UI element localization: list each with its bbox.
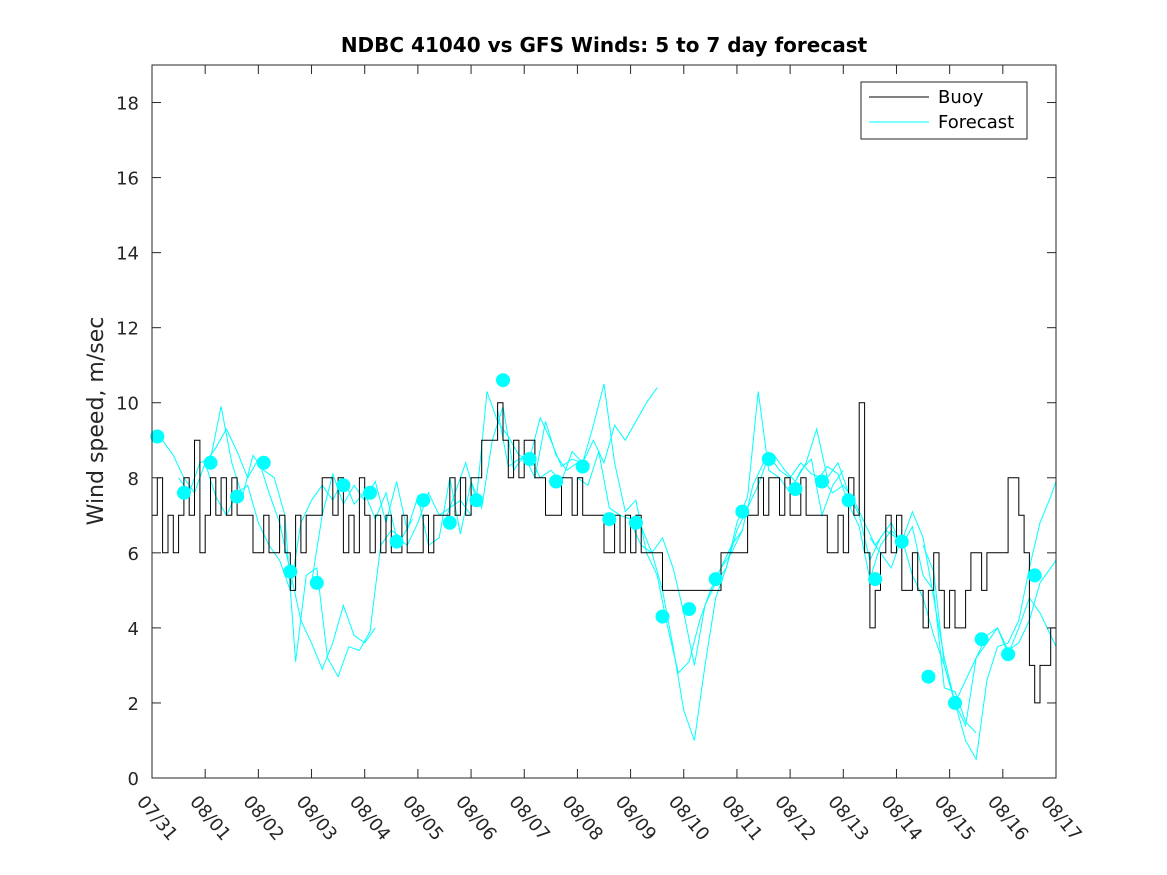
- forecast-marker: [1001, 647, 1016, 662]
- forecast-marker: [868, 572, 883, 587]
- forecast-marker: [761, 452, 776, 466]
- forecast-marker: [682, 602, 697, 617]
- y-tick-label: 14: [116, 244, 139, 265]
- y-tick-label: 0: [128, 769, 139, 790]
- legend-forecast-label: Forecast: [938, 112, 1014, 133]
- forecast-marker: [283, 564, 298, 579]
- legend-buoy-label: Buoy: [938, 87, 984, 108]
- forecast-marker: [336, 478, 351, 493]
- y-tick-label: 16: [116, 169, 139, 190]
- forecast-line: [497, 383, 743, 674]
- forecast-marker: [841, 493, 856, 508]
- forecast-marker: [442, 515, 457, 530]
- forecast-marker: [815, 474, 829, 489]
- forecast-marker: [974, 632, 989, 647]
- forecast-line: [816, 465, 1057, 761]
- forecast-marker: [1027, 568, 1042, 583]
- forecast-line: [922, 545, 1057, 728]
- forecast-marker: [894, 534, 909, 549]
- axes-box: [151, 64, 1057, 779]
- legend: Buoy Forecast: [860, 81, 1028, 140]
- forecast-marker: [522, 452, 537, 466]
- buoy-line: [152, 402, 1056, 704]
- forecast-marker: [203, 455, 218, 470]
- forecast-line: [178, 406, 414, 678]
- y-axis: 0 2 4 6 8 10 12 14 16 18: [116, 94, 1056, 790]
- forecast-marker: [655, 609, 670, 624]
- buoy-line-group: [152, 402, 1056, 704]
- forecast-marker: [256, 455, 271, 470]
- y-tick-label: 2: [128, 694, 139, 715]
- forecast-marker: [309, 575, 324, 590]
- forecast-marker: [416, 493, 431, 508]
- forecast-markers: [150, 373, 1042, 710]
- forecast-marker: [708, 572, 723, 587]
- forecast-marker: [230, 489, 245, 504]
- y-tick-label: 8: [128, 469, 139, 490]
- y-tick-label: 12: [116, 319, 139, 340]
- y-tick-label: 4: [128, 619, 139, 640]
- forecast-marker: [788, 482, 803, 496]
- forecast-line: [577, 391, 844, 741]
- forecast-marker: [735, 504, 750, 519]
- forecast-marker: [150, 429, 165, 444]
- forecast-marker: [469, 493, 484, 508]
- forecast-marker: [176, 485, 191, 500]
- forecast-marker: [628, 515, 643, 530]
- legend-box: [860, 81, 1028, 140]
- forecast-marker: [602, 512, 617, 527]
- y-tick-label: 10: [116, 394, 139, 415]
- forecast-marker: [575, 459, 590, 474]
- y-axis-label: Wind speed, m/sec: [84, 317, 109, 526]
- forecast-marker: [921, 669, 936, 684]
- forecast-marker: [363, 485, 377, 500]
- y-tick-label: 6: [128, 544, 139, 565]
- plot-area: [152, 65, 1056, 778]
- forecast-line: [311, 406, 578, 583]
- y-tick-label: 18: [116, 94, 139, 115]
- forecast-marker: [496, 373, 510, 388]
- forecast-marker: [948, 695, 962, 710]
- forecast-marker: [549, 474, 564, 489]
- forecast-line: [444, 387, 658, 523]
- forecast-marker: [389, 534, 404, 549]
- chart-title: NDBC 41040 vs GFS Winds: 5 to 7 day fore…: [341, 33, 868, 57]
